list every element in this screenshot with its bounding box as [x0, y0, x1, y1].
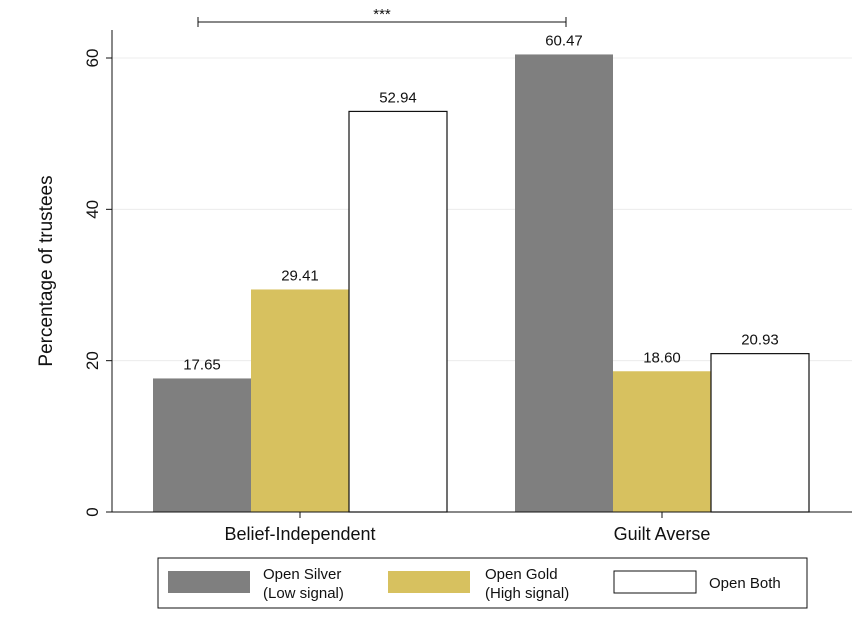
data-label-1-1: 18.60	[643, 349, 681, 366]
y-tick-label-0: 0	[83, 507, 102, 516]
data-label-0-1: 29.41	[281, 267, 319, 284]
y-tick-label-40: 40	[83, 200, 102, 219]
legend-box	[157, 557, 808, 609]
y-tick-label-20: 20	[83, 351, 102, 370]
bar-guilt-averse-series-0	[515, 54, 613, 513]
data-label-0-0: 17.65	[183, 356, 221, 373]
legend-label-0-line1: Open Silver	[263, 566, 341, 583]
legend-swatch-0	[168, 571, 250, 593]
category-label-1: Guilt Averse	[614, 524, 711, 544]
legend-swatch-1	[388, 571, 470, 593]
bar-belief-independent-series-1	[251, 289, 349, 512]
data-label-1-0: 60.47	[545, 32, 583, 49]
bar-belief-independent-series-0	[153, 378, 251, 512]
bar-belief-independent-series-2	[348, 110, 448, 513]
category-label-0: Belief-Independent	[224, 524, 375, 544]
legend-label-1-line2: (High signal)	[485, 585, 569, 602]
data-label-0-2: 52.94	[379, 89, 417, 106]
legend-label-1-line1: Open Gold	[485, 566, 558, 583]
y-tick-label-60: 60	[83, 49, 102, 68]
significance-stars: ***	[373, 6, 391, 23]
legend-label-2: Open Both	[709, 575, 781, 592]
legend-label-0-line2: (Low signal)	[263, 585, 344, 602]
data-label-1-2: 20.93	[741, 332, 779, 349]
bar-guilt-averse-series-1	[613, 371, 711, 512]
legend-swatch-2	[613, 570, 697, 594]
bar-guilt-averse-series-2	[710, 353, 810, 513]
y-axis-title: Percentage of trustees	[36, 175, 57, 366]
